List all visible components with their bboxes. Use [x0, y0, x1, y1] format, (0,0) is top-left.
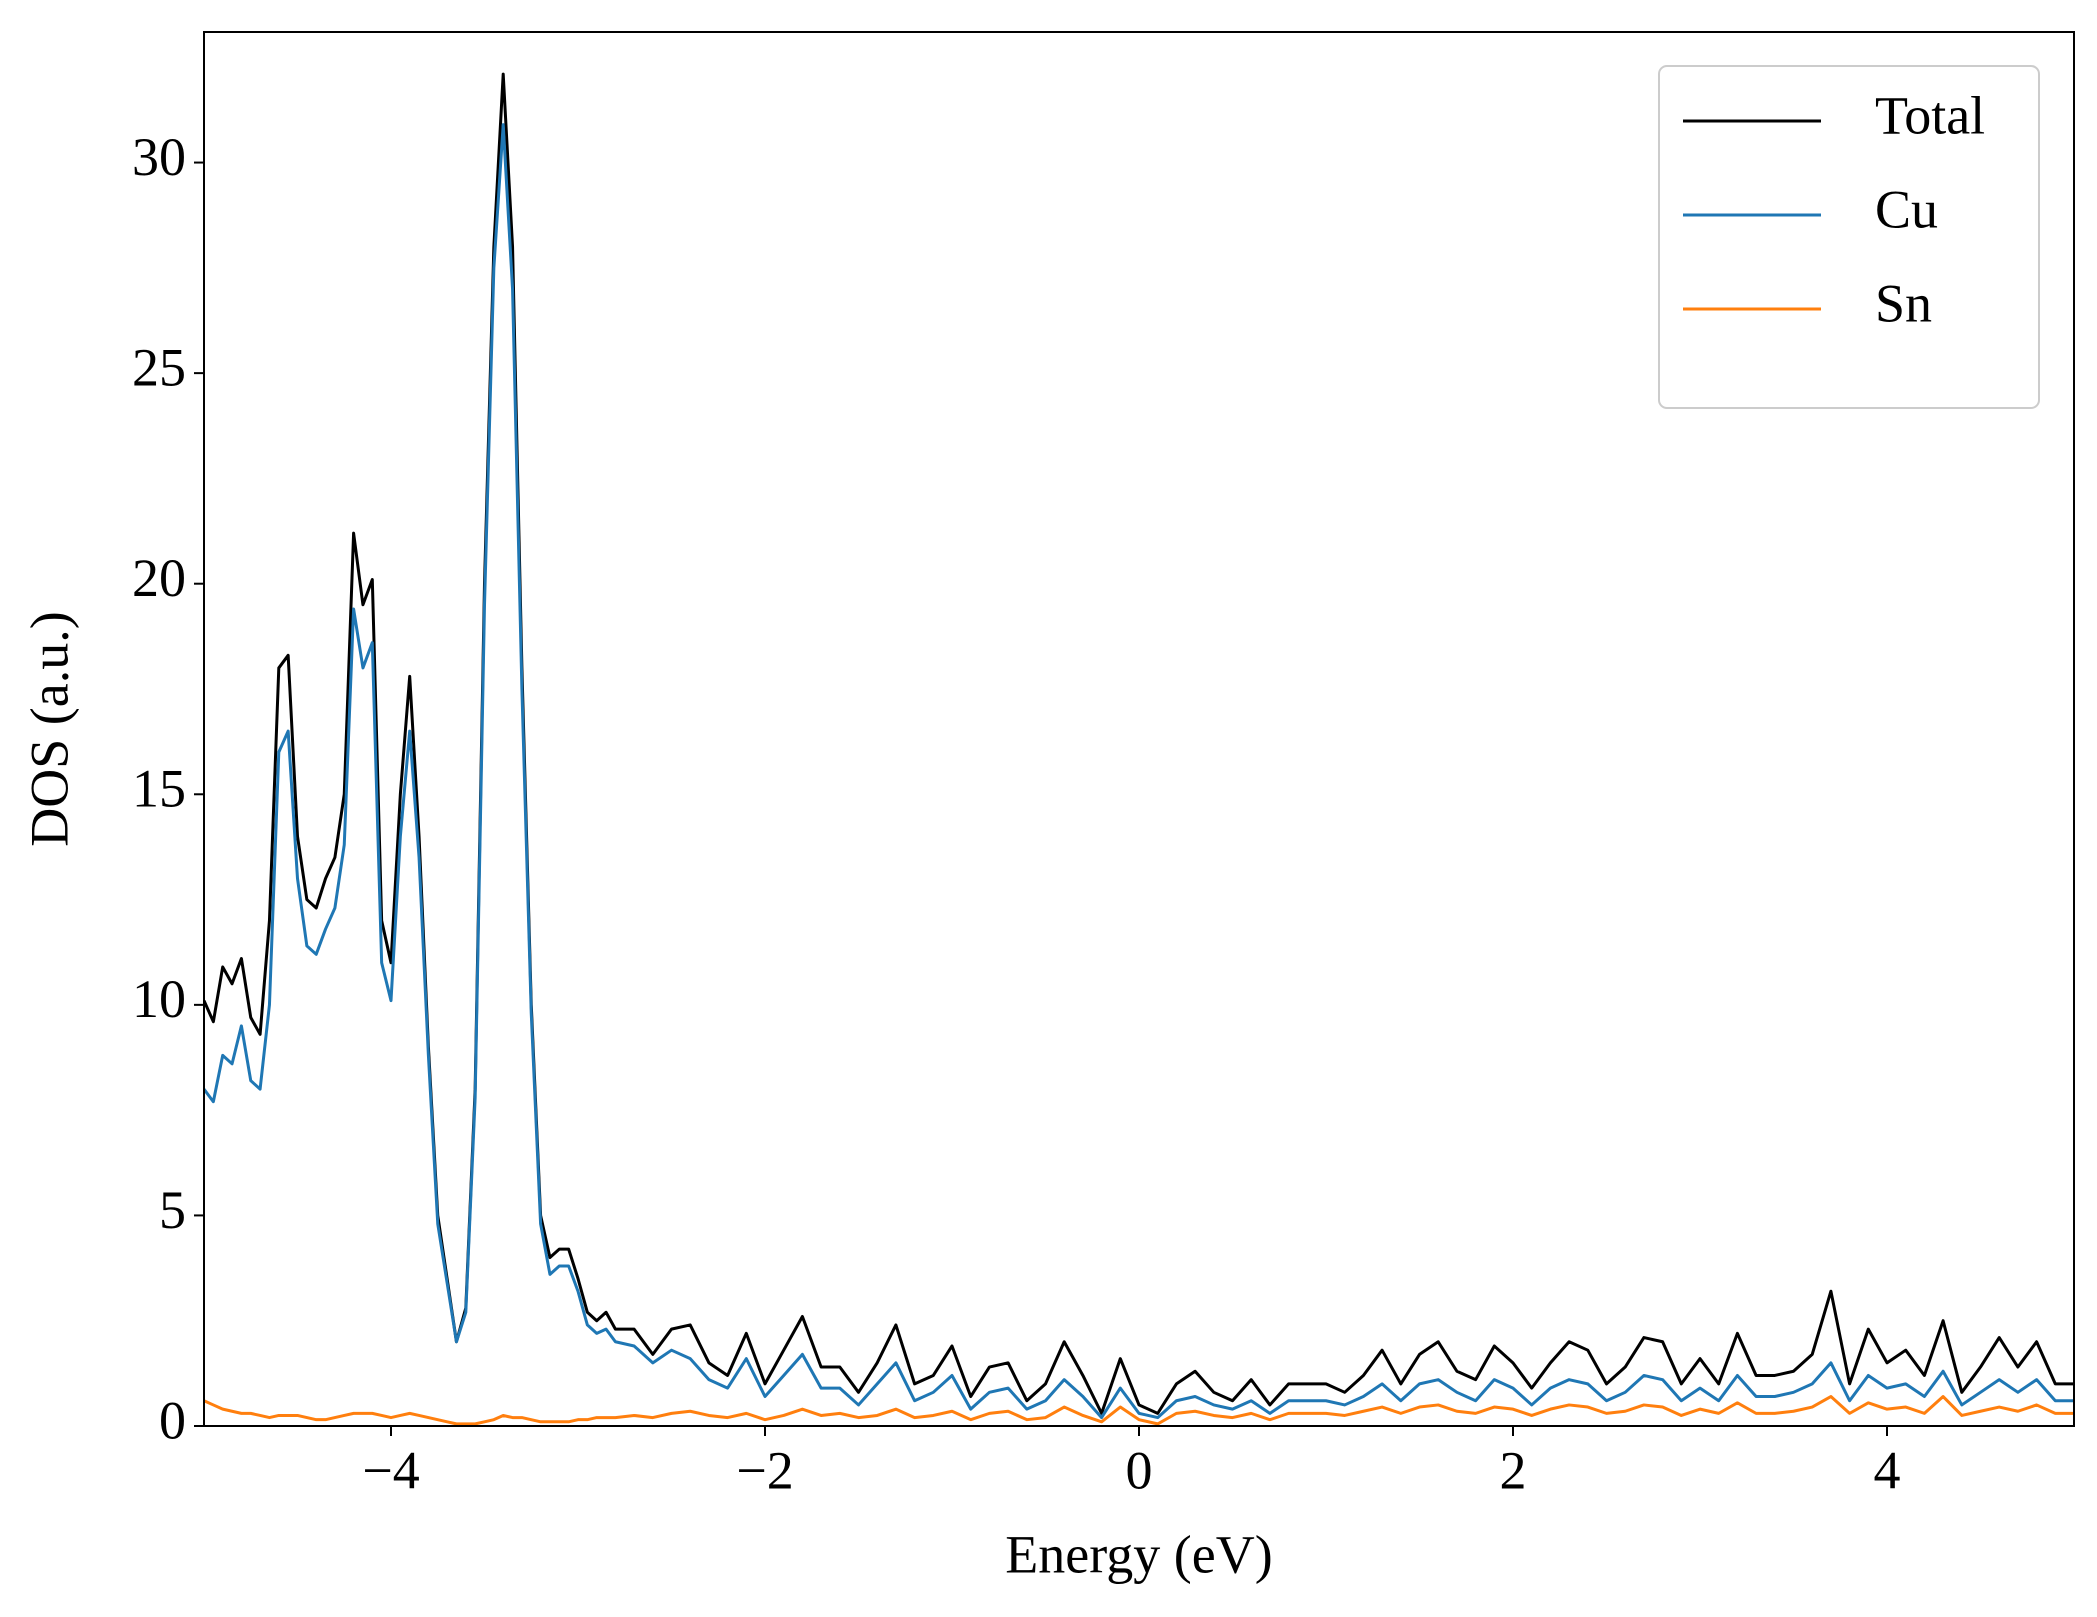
y-tick-label: 20 [132, 548, 186, 608]
x-tick-label: 2 [1500, 1440, 1527, 1500]
y-tick-label: 10 [132, 969, 186, 1029]
y-tick-label: 30 [132, 127, 186, 187]
x-tick-label: −2 [736, 1440, 793, 1500]
y-tick-label: 15 [132, 759, 186, 819]
y-tick-label: 0 [159, 1390, 186, 1450]
line-series [204, 72, 2074, 1415]
legend-label: Total [1875, 85, 1985, 145]
y-tick-label: 25 [132, 338, 186, 398]
plot-frame [203, 31, 2075, 1427]
y-tick-label: 5 [159, 1180, 186, 1240]
y-axis-label: DOS (a.u.) [19, 611, 79, 846]
line-series [204, 123, 2074, 1420]
x-tick-label: 4 [1874, 1440, 1901, 1500]
legend-box [1658, 65, 2040, 409]
x-tick-label: −4 [362, 1440, 419, 1500]
x-axis-label: Energy (eV) [1005, 1524, 1272, 1584]
line-series [204, 1395, 2074, 1426]
legend-label: Cu [1875, 179, 1938, 239]
legend-label: Sn [1875, 273, 1932, 333]
x-tick-label: 0 [1126, 1440, 1153, 1500]
